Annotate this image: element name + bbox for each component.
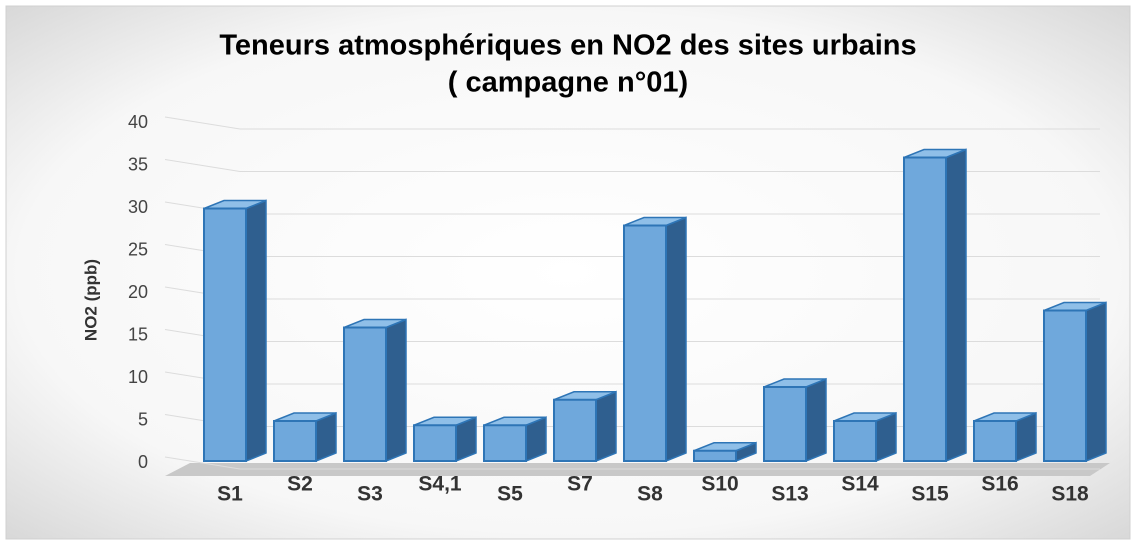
y-tick-label: 10: [128, 367, 148, 387]
x-tick-label: S8: [637, 483, 663, 506]
y-tick-label: 20: [128, 282, 148, 302]
chart-title: Teneurs atmosphériques en NO2 des sites …: [219, 30, 916, 62]
grid-line: [164, 456, 241, 470]
bar: [343, 326, 387, 462]
y-tick-label: 15: [128, 324, 148, 344]
x-tick-label: S5: [497, 483, 523, 506]
bar-side: [595, 390, 617, 463]
grid-line: [164, 159, 241, 172]
x-tick-label: S14: [841, 473, 879, 496]
x-tick-label: S13: [771, 483, 808, 506]
bar: [1043, 309, 1087, 462]
chart-title: ( campagne n°01): [448, 67, 688, 99]
bar-side: [245, 199, 267, 463]
bar-side: [805, 377, 827, 463]
bar-side: [1085, 301, 1107, 463]
bar: [203, 207, 247, 462]
x-tick-label: S2: [287, 473, 313, 496]
bar: [833, 420, 877, 462]
bar-side: [945, 148, 967, 463]
y-tick-label: 30: [128, 197, 148, 217]
y-tick-label: 25: [128, 239, 148, 259]
bar: [973, 420, 1017, 462]
bar-side: [385, 318, 407, 463]
y-tick-label: 35: [128, 154, 148, 174]
x-tick-label: S16: [981, 473, 1018, 496]
x-tick-label: S4,1: [418, 473, 462, 496]
x-tick-label: S18: [1051, 483, 1089, 506]
bar: [693, 449, 737, 462]
x-tick-label: S7: [567, 473, 593, 496]
grid-line: [164, 116, 241, 130]
bar: [553, 398, 597, 462]
bar: [903, 156, 947, 462]
x-tick-label: S15: [911, 483, 949, 506]
y-axis-label: NO2 (ppb): [81, 259, 100, 341]
x-tick-label: S3: [357, 483, 383, 506]
bar: [273, 420, 317, 462]
y-tick-label: 0: [138, 452, 148, 472]
y-tick-label: 40: [128, 112, 148, 132]
x-tick-label: S1: [217, 483, 243, 506]
y-tick-label: 5: [138, 409, 148, 429]
bar: [413, 424, 457, 462]
bar: [623, 224, 667, 462]
bar: [763, 386, 807, 462]
x-tick-label: S10: [701, 473, 738, 496]
bar-side: [665, 216, 687, 463]
bar: [483, 424, 527, 462]
